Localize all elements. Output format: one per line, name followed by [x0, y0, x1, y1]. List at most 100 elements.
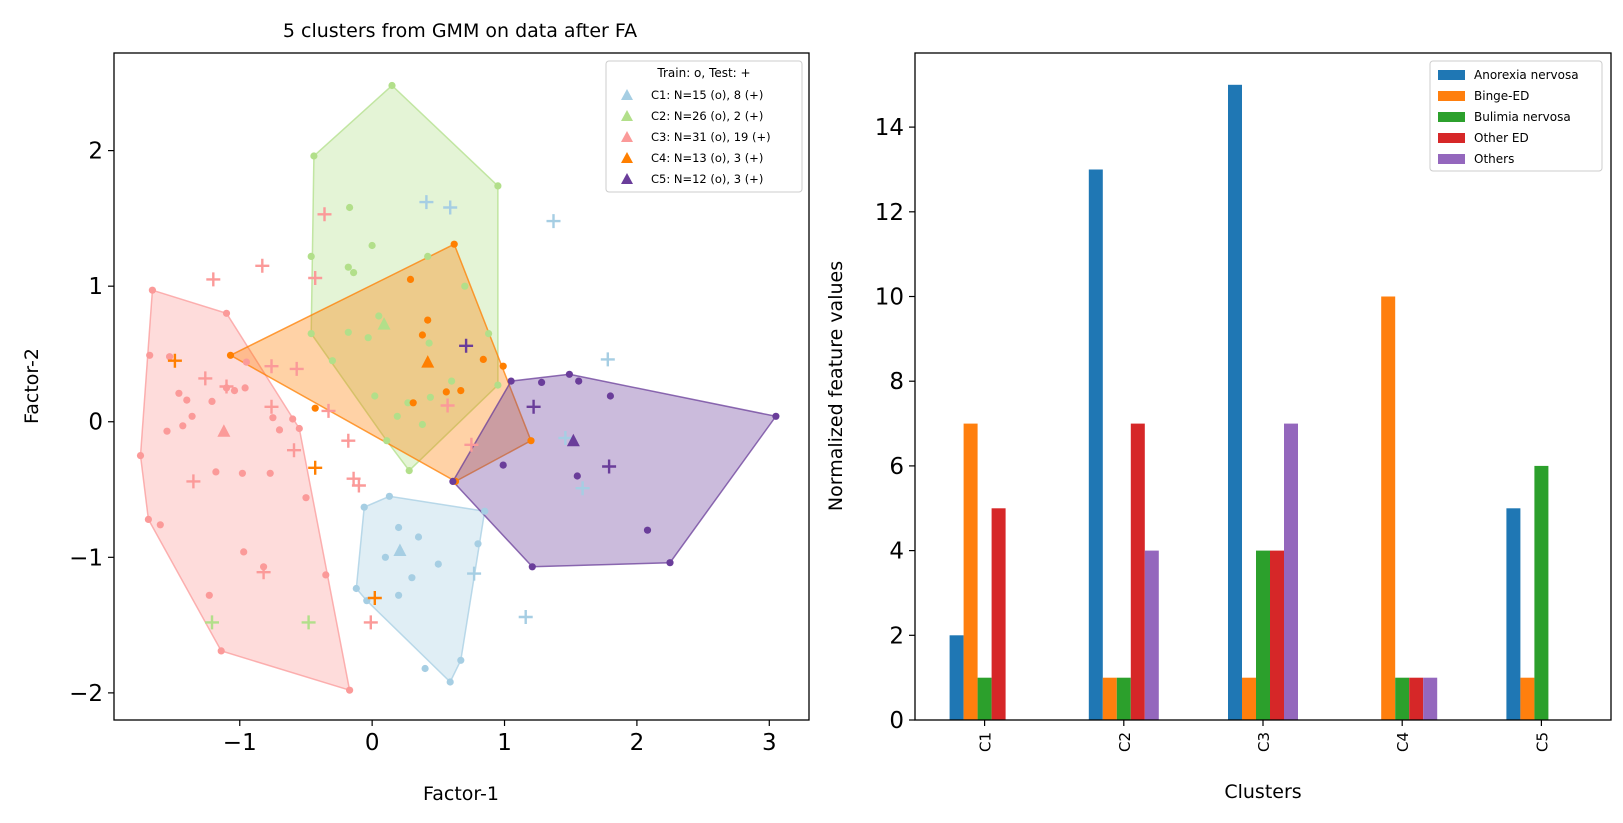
bar-legend-swatch-s3 — [1438, 112, 1465, 122]
train-point-c5 — [565, 370, 574, 378]
test-point-c1 — [558, 431, 573, 445]
bar-c3-s1 — [1228, 84, 1242, 721]
train-point-c2 — [328, 357, 336, 365]
test-point-c4 — [308, 460, 323, 475]
train-point-c1 — [352, 584, 360, 593]
bar-c3-s5 — [1284, 423, 1298, 720]
bar-chart: C1 C2 C3 C4 C5 0 2 4 6 8 10 12 14 Clusters Normaliz… — [825, 52, 1612, 803]
test-point-c4 — [167, 353, 182, 368]
bar-c5-s3 — [1534, 465, 1549, 720]
bar-c4-s2 — [1381, 296, 1396, 720]
bar-legend-items: Anorexia nervosa Binge-ED Bulimia nervosa O… — [1438, 68, 1579, 166]
scatter-x-tick-label: 2 — [630, 730, 645, 756]
scatter-legend-items: C1: N=15 (o), 8 (+) C2: N=26 (o), 2 (+) C3… — [621, 88, 771, 186]
train-point-c2 — [418, 420, 426, 429]
train-point-c5 — [499, 461, 507, 469]
train-point-c1 — [414, 533, 423, 541]
bar-c2-s3 — [1116, 677, 1131, 720]
train-point-c4 — [527, 437, 535, 445]
test-point-c3 — [321, 403, 336, 418]
bar-x-ticks: C1 C2 C3 C4 C5 — [977, 720, 1551, 752]
bar-legend-label-s4: Other ED — [1474, 131, 1529, 145]
train-point-c2 — [494, 182, 502, 190]
centroid-marker-c3 — [217, 424, 231, 437]
bar-y-label: Normalized feature values — [825, 261, 847, 511]
train-point-c1 — [421, 664, 429, 673]
scatter-plot-area — [136, 81, 780, 694]
bar-legend-label-s1: Anorexia nervosa — [1474, 68, 1579, 82]
train-point-c5 — [528, 563, 536, 571]
train-point-c3 — [230, 387, 239, 395]
bar-y-tick-label: 8 — [889, 369, 904, 395]
train-point-c5 — [666, 559, 674, 567]
bar-c3-s2 — [1242, 677, 1256, 720]
train-point-c3 — [289, 415, 297, 423]
bar-legend: Anorexia nervosa Binge-ED Bulimia nervosa O… — [1429, 60, 1603, 172]
scatter-legend-marker-c4 — [621, 152, 633, 163]
scatter-frame — [113, 52, 810, 721]
bar-legend-swatch-s2 — [1438, 91, 1465, 101]
train-point-c2 — [404, 399, 412, 407]
bar-legend-label-s5: Others — [1474, 152, 1514, 166]
test-point-c3 — [308, 271, 323, 285]
bar-legend-swatch-s4 — [1438, 133, 1465, 143]
bar-legend-box — [1429, 60, 1603, 172]
scatter-legend-label-c4: C4: N=13 (o), 3 (+) — [651, 151, 763, 165]
train-point-c3 — [163, 427, 171, 435]
train-point-c4 — [450, 240, 458, 248]
test-point-c2 — [301, 615, 316, 630]
test-point-c4 — [367, 591, 382, 605]
cluster-hull-c3 — [139, 289, 351, 692]
train-point-c2 — [307, 330, 315, 338]
train-point-c3 — [166, 353, 174, 361]
train-point-c1 — [385, 492, 393, 500]
test-point-c3 — [206, 272, 221, 287]
train-point-c4 — [442, 388, 450, 396]
train-point-c2 — [461, 282, 469, 290]
train-point-c2 — [393, 412, 401, 420]
train-point-c1 — [395, 523, 403, 532]
scatter-legend-title: Train: o, Test: + — [656, 66, 750, 80]
train-point-c2 — [485, 330, 493, 338]
scatter-y-label: Factor-2 — [21, 348, 43, 424]
train-point-c2 — [426, 393, 434, 401]
bar-y-tick-label: 6 — [889, 454, 904, 480]
scatter-legend-marker-c3 — [621, 131, 633, 142]
train-point-c2 — [425, 339, 433, 347]
train-point-c3 — [222, 309, 231, 317]
test-point-c3 — [351, 478, 366, 493]
test-point-c3 — [363, 615, 378, 630]
scatter-x-tick-label: 3 — [762, 730, 777, 756]
train-point-c1 — [457, 656, 465, 664]
test-point-c1 — [443, 200, 458, 215]
train-point-c1 — [360, 503, 368, 511]
train-point-c3 — [208, 397, 216, 405]
bar-x-tick-label: C4 — [1394, 732, 1412, 752]
train-point-c2 — [371, 392, 379, 400]
train-point-c2 — [344, 328, 352, 336]
train-point-c2 — [405, 467, 413, 475]
bar-c3-s3 — [1256, 550, 1270, 720]
test-point-c3 — [317, 207, 332, 222]
train-point-c5 — [573, 472, 581, 480]
train-point-c3 — [136, 452, 145, 460]
train-point-c1 — [481, 507, 489, 515]
bar-c5-s1 — [1506, 508, 1521, 720]
train-point-c2 — [350, 269, 358, 277]
train-point-c1 — [474, 540, 482, 548]
bar-c2-s2 — [1102, 677, 1117, 720]
train-point-c4 — [499, 362, 507, 370]
test-point-c3 — [255, 258, 270, 273]
bar-y-tick-label: 10 — [875, 285, 904, 311]
scatter-x-ticks: −1 0 1 2 3 — [223, 720, 777, 756]
train-point-c5 — [449, 477, 457, 485]
train-point-c2 — [383, 437, 391, 445]
train-point-c4 — [479, 355, 487, 363]
test-point-c3 — [464, 437, 479, 452]
train-point-c3 — [238, 469, 246, 477]
train-point-c2 — [424, 252, 432, 260]
bar-legend-label-s3: Bulimia nervosa — [1474, 110, 1571, 124]
bar-legend-label-s2: Binge-ED — [1474, 89, 1529, 103]
scatter-y-tick-label: −1 — [69, 545, 103, 571]
bar-c5-s2 — [1520, 677, 1535, 720]
